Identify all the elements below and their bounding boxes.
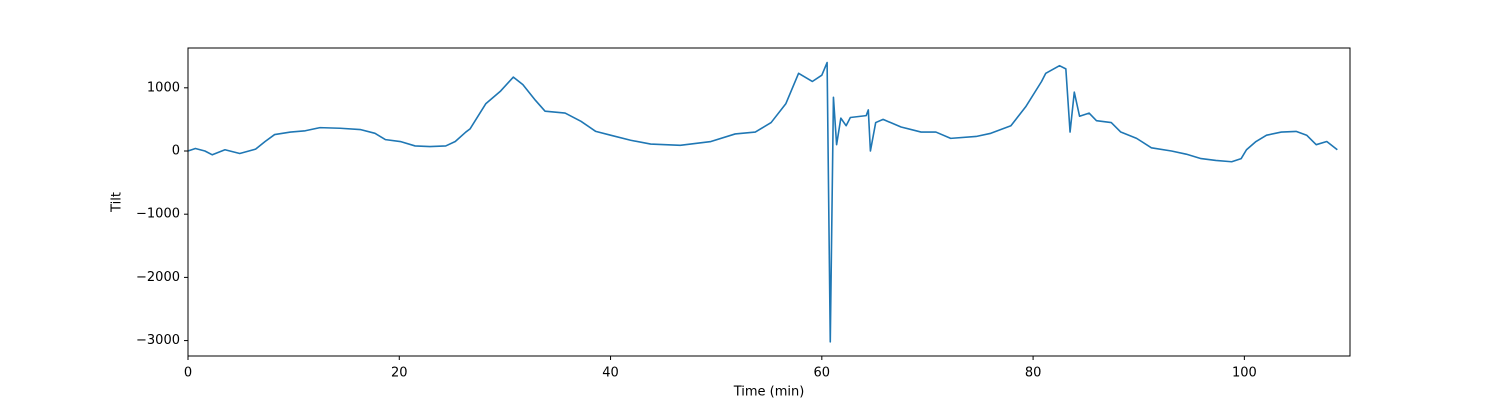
- line-series: [187, 61, 1338, 343]
- x-tick-label: 0: [184, 366, 192, 381]
- x-tick-label: 80: [1025, 366, 1042, 381]
- y-tick-label: −1000: [136, 207, 180, 222]
- y-tick-label: 0: [172, 144, 180, 159]
- y-tick-label: 1000: [147, 80, 180, 95]
- x-axis-label: Time (min): [733, 385, 805, 400]
- x-tick-label: 60: [814, 366, 831, 381]
- x-tick-label: 100: [1232, 366, 1257, 381]
- y-tick-label: −2000: [136, 270, 180, 285]
- plot-frame: [187, 47, 1351, 357]
- x-tick-label: 40: [602, 366, 619, 381]
- y-axis-label: Tilt: [110, 192, 125, 213]
- x-tick-label: 20: [391, 366, 408, 381]
- y-tick-label: −3000: [136, 333, 180, 348]
